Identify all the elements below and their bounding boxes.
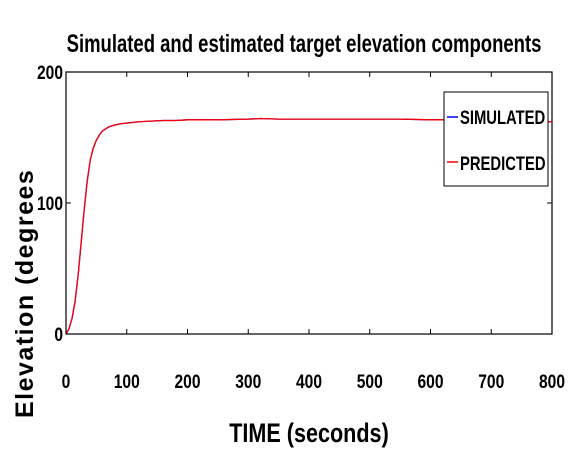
x-axis-ticks: 0 100 200 300 400 500 600 700 800 <box>62 72 565 392</box>
series-line-predicted <box>65 117 553 335</box>
legend: SIMULATED PREDICTED <box>443 91 549 187</box>
y-tick-label: 0 <box>54 324 63 346</box>
x-tick-label: 800 <box>539 371 565 393</box>
x-tick-label: 300 <box>235 371 261 393</box>
legend-label-simulated: SIMULATED <box>460 107 545 128</box>
legend-label-predicted: PREDICTED <box>460 153 546 174</box>
chart-title: Simulated and estimated target elevation… <box>67 29 542 57</box>
legend-box <box>443 91 549 187</box>
y-tick-label: 200 <box>37 62 63 84</box>
x-tick-label: 500 <box>357 371 383 393</box>
y-tick-label: 100 <box>37 193 63 215</box>
y-axis-label: Elevation (degrees <box>11 169 39 418</box>
x-tick-label: 0 <box>62 371 71 393</box>
x-tick-label: 100 <box>114 371 140 393</box>
x-tick-label: 400 <box>296 371 322 393</box>
x-tick-label: 200 <box>175 371 201 393</box>
y-axis-ticks: 0 100 200 <box>37 62 552 346</box>
series-layer <box>65 117 553 335</box>
x-tick-label: 600 <box>418 371 444 393</box>
x-tick-label: 700 <box>478 371 504 393</box>
x-axis-label: TIME (seconds) <box>229 419 389 449</box>
